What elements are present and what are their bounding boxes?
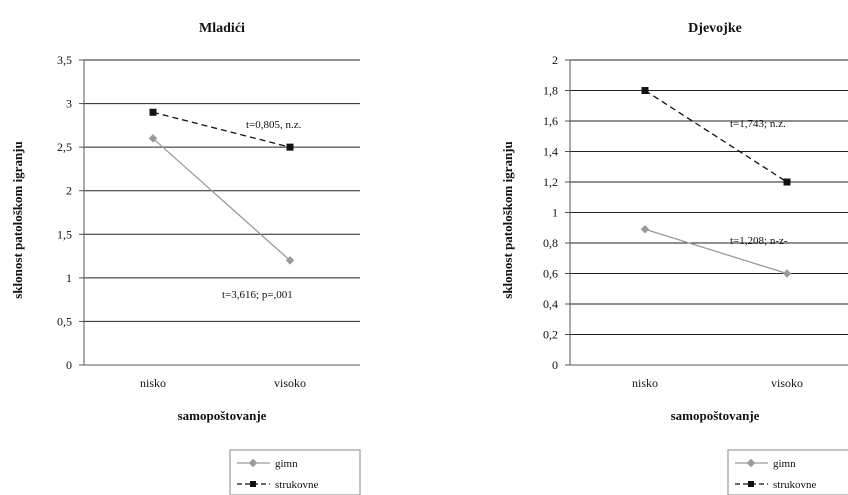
legend-marker-strukovne bbox=[250, 481, 256, 487]
data-point-gimn-visoko bbox=[782, 269, 792, 278]
data-point-strukovne-nisko bbox=[641, 87, 649, 94]
data-point-strukovne-visoko bbox=[286, 143, 294, 151]
legend-label-gimn: gimn bbox=[275, 458, 298, 470]
y-tick-label: 0,4 bbox=[543, 297, 558, 311]
x-axis-label: samopoštovanje bbox=[671, 408, 760, 423]
y-tick-label: 1,4 bbox=[543, 145, 558, 159]
y-tick-label: 2 bbox=[66, 184, 72, 198]
annotation-t-gimn: t=3,616; p=,001 bbox=[222, 289, 293, 301]
series-line-strukovne bbox=[152, 111, 291, 148]
gridlines bbox=[79, 59, 360, 366]
x-tick-labels: nisko visoko bbox=[632, 376, 803, 390]
series-line-strukovne bbox=[644, 89, 788, 183]
y-tick-label: 0 bbox=[552, 358, 558, 372]
annotation-t-gimn: t=1,208; n-z- bbox=[730, 235, 788, 247]
y-tick-label: 0,6 bbox=[543, 267, 558, 281]
y-tick-label: 2,5 bbox=[57, 140, 72, 154]
x-axis-label: samopoštovanje bbox=[178, 408, 267, 423]
y-tick-labels: 0 0,5 1 1,5 2 2,5 3 3,5 bbox=[57, 53, 72, 372]
y-tick-label: 3,5 bbox=[57, 53, 72, 67]
series-line-gimn bbox=[152, 137, 291, 261]
legend-marker-strukovne bbox=[748, 481, 754, 487]
legend-label-strukovne: strukovne bbox=[275, 479, 319, 491]
chart-title: Mladići bbox=[199, 21, 245, 36]
y-tick-label: 2 bbox=[552, 53, 558, 67]
series-line-gimn bbox=[644, 228, 788, 275]
legend-box bbox=[727, 449, 848, 495]
y-tick-labels: 0 0,2 0,4 0,6 0,8 1 1,2 1,4 1,6 1,8 2 bbox=[543, 53, 558, 372]
chart-mladici: Mladići 0 0,5 1 1,5 2 2,5 3 3,5 nisko visoko sa… bbox=[10, 21, 361, 495]
y-tick-label: 0 bbox=[66, 358, 72, 372]
data-point-strukovne-nisko bbox=[149, 108, 157, 116]
y-tick-label: 1,5 bbox=[57, 227, 72, 241]
y-axis-label: sklonost patološkom igranju bbox=[10, 141, 25, 298]
legend-label-strukovne: strukovne bbox=[773, 479, 817, 491]
series-lines bbox=[148, 108, 295, 265]
data-point-strukovne-visoko bbox=[783, 178, 791, 186]
legend-label-gimn: gimn bbox=[773, 458, 796, 470]
chart-title: Djevojke bbox=[688, 21, 742, 36]
y-tick-label: 3 bbox=[66, 97, 72, 111]
annotation-t-strukovne: t=1,743; n.z. bbox=[730, 118, 786, 130]
x-tick-label-nisko: nisko bbox=[140, 376, 166, 390]
data-point-gimn-visoko bbox=[285, 256, 295, 265]
gridlines bbox=[565, 59, 848, 366]
y-tick-label: 1,6 bbox=[543, 114, 558, 128]
legend-marker-gimn bbox=[746, 458, 756, 468]
y-tick-label: 1 bbox=[66, 271, 72, 285]
x-tick-label-visoko: visoko bbox=[274, 376, 306, 390]
data-point-gimn-nisko bbox=[640, 225, 650, 234]
y-tick-label: 1,8 bbox=[543, 84, 558, 98]
y-tick-label: 0,8 bbox=[543, 236, 558, 250]
annotation-t-strukovne: t=0,805, n.z. bbox=[246, 119, 302, 131]
x-tick-label-visoko: visoko bbox=[771, 376, 803, 390]
y-tick-label: 0,5 bbox=[57, 314, 72, 328]
x-tick-label-nisko: nisko bbox=[632, 376, 658, 390]
legend-box bbox=[229, 449, 361, 495]
x-tick-labels: nisko visoko bbox=[140, 376, 306, 390]
legend-marker-gimn bbox=[248, 458, 258, 468]
y-tick-label: 1 bbox=[552, 206, 558, 220]
y-tick-label: 0,2 bbox=[543, 328, 558, 342]
legend: gimn strukovne bbox=[229, 449, 361, 495]
legend: gimn strukovne bbox=[727, 449, 848, 495]
y-tick-label: 1,2 bbox=[543, 175, 558, 189]
chart-djevojke: Djevojke 0 0,2 0,4 0,6 0,8 1 1,2 1,4 1,6 1,8 2 nis… bbox=[500, 21, 848, 495]
y-axis-label: sklonost patološkom igranju bbox=[500, 141, 515, 298]
data-point-gimn-nisko bbox=[148, 134, 158, 143]
